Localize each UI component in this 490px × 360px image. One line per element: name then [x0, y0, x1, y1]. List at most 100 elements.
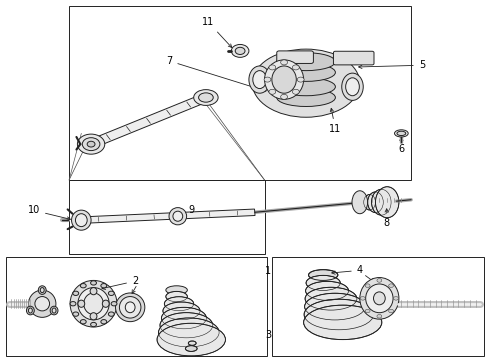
Ellipse shape — [52, 308, 56, 313]
Ellipse shape — [101, 320, 107, 324]
Ellipse shape — [253, 71, 267, 89]
Ellipse shape — [164, 297, 194, 311]
Ellipse shape — [265, 60, 304, 99]
Bar — [69, 6, 411, 180]
Text: 2: 2 — [102, 276, 138, 289]
Ellipse shape — [304, 299, 373, 330]
Ellipse shape — [364, 194, 375, 210]
Polygon shape — [81, 209, 255, 224]
Ellipse shape — [120, 297, 141, 318]
Ellipse shape — [77, 134, 105, 154]
Ellipse shape — [91, 281, 97, 285]
Ellipse shape — [277, 89, 335, 107]
Ellipse shape — [277, 78, 335, 96]
Ellipse shape — [38, 286, 46, 294]
Ellipse shape — [185, 346, 197, 351]
Ellipse shape — [371, 189, 391, 215]
Ellipse shape — [116, 293, 145, 321]
Ellipse shape — [252, 49, 360, 117]
Text: 11: 11 — [202, 17, 232, 48]
Ellipse shape — [293, 65, 299, 70]
Ellipse shape — [397, 131, 406, 135]
Ellipse shape — [264, 77, 271, 82]
Ellipse shape — [73, 312, 79, 316]
Ellipse shape — [305, 293, 365, 320]
Ellipse shape — [304, 305, 382, 339]
Ellipse shape — [389, 284, 393, 287]
Ellipse shape — [111, 302, 117, 306]
Ellipse shape — [90, 288, 97, 295]
Text: 11: 11 — [329, 108, 342, 134]
Ellipse shape — [360, 297, 365, 300]
Ellipse shape — [75, 214, 87, 226]
Ellipse shape — [306, 275, 340, 291]
FancyBboxPatch shape — [333, 51, 374, 65]
Ellipse shape — [309, 270, 338, 280]
Ellipse shape — [40, 288, 44, 293]
Ellipse shape — [366, 284, 393, 313]
Ellipse shape — [108, 291, 114, 296]
Ellipse shape — [166, 286, 187, 294]
Text: 3: 3 — [266, 330, 271, 340]
Ellipse shape — [70, 302, 76, 306]
Ellipse shape — [78, 288, 109, 320]
Ellipse shape — [72, 210, 91, 230]
Text: 6: 6 — [398, 137, 404, 154]
Ellipse shape — [163, 302, 200, 320]
Ellipse shape — [50, 306, 58, 315]
Ellipse shape — [84, 293, 103, 315]
Ellipse shape — [293, 89, 299, 94]
Ellipse shape — [393, 297, 398, 300]
Ellipse shape — [101, 284, 107, 288]
Ellipse shape — [345, 78, 359, 96]
Ellipse shape — [281, 60, 288, 65]
Ellipse shape — [272, 66, 296, 93]
Ellipse shape — [90, 313, 97, 320]
Ellipse shape — [91, 322, 97, 327]
Ellipse shape — [78, 300, 85, 307]
Ellipse shape — [389, 309, 393, 313]
Ellipse shape — [342, 73, 363, 100]
Ellipse shape — [125, 302, 135, 313]
Text: 10: 10 — [28, 206, 71, 220]
Ellipse shape — [365, 309, 370, 313]
Ellipse shape — [82, 138, 100, 150]
Ellipse shape — [169, 208, 187, 225]
Ellipse shape — [277, 53, 335, 71]
Text: 7: 7 — [166, 56, 266, 92]
Ellipse shape — [281, 94, 288, 99]
Text: 5: 5 — [359, 60, 425, 70]
Ellipse shape — [108, 312, 114, 316]
Ellipse shape — [26, 306, 34, 315]
Ellipse shape — [28, 290, 56, 318]
Polygon shape — [88, 94, 209, 148]
Ellipse shape — [73, 291, 79, 296]
Bar — [5, 257, 267, 356]
Text: 8: 8 — [384, 209, 390, 228]
FancyBboxPatch shape — [277, 51, 314, 63]
Ellipse shape — [249, 66, 270, 93]
Ellipse shape — [368, 192, 383, 212]
Ellipse shape — [269, 89, 276, 94]
Bar — [272, 257, 485, 356]
Ellipse shape — [377, 315, 382, 318]
Ellipse shape — [80, 284, 86, 288]
Ellipse shape — [157, 323, 225, 356]
Ellipse shape — [28, 308, 32, 313]
Bar — [69, 180, 265, 253]
Ellipse shape — [87, 141, 95, 147]
Ellipse shape — [305, 287, 357, 310]
Ellipse shape — [277, 63, 335, 81]
Ellipse shape — [194, 90, 218, 105]
Ellipse shape — [269, 65, 276, 70]
Ellipse shape — [235, 47, 245, 54]
Ellipse shape — [159, 318, 219, 347]
Ellipse shape — [373, 292, 385, 305]
Ellipse shape — [102, 300, 109, 307]
Ellipse shape — [173, 211, 183, 221]
Ellipse shape — [188, 341, 196, 345]
Ellipse shape — [231, 44, 249, 57]
Ellipse shape — [166, 292, 187, 302]
Text: 1: 1 — [266, 266, 271, 276]
Ellipse shape — [365, 284, 370, 287]
